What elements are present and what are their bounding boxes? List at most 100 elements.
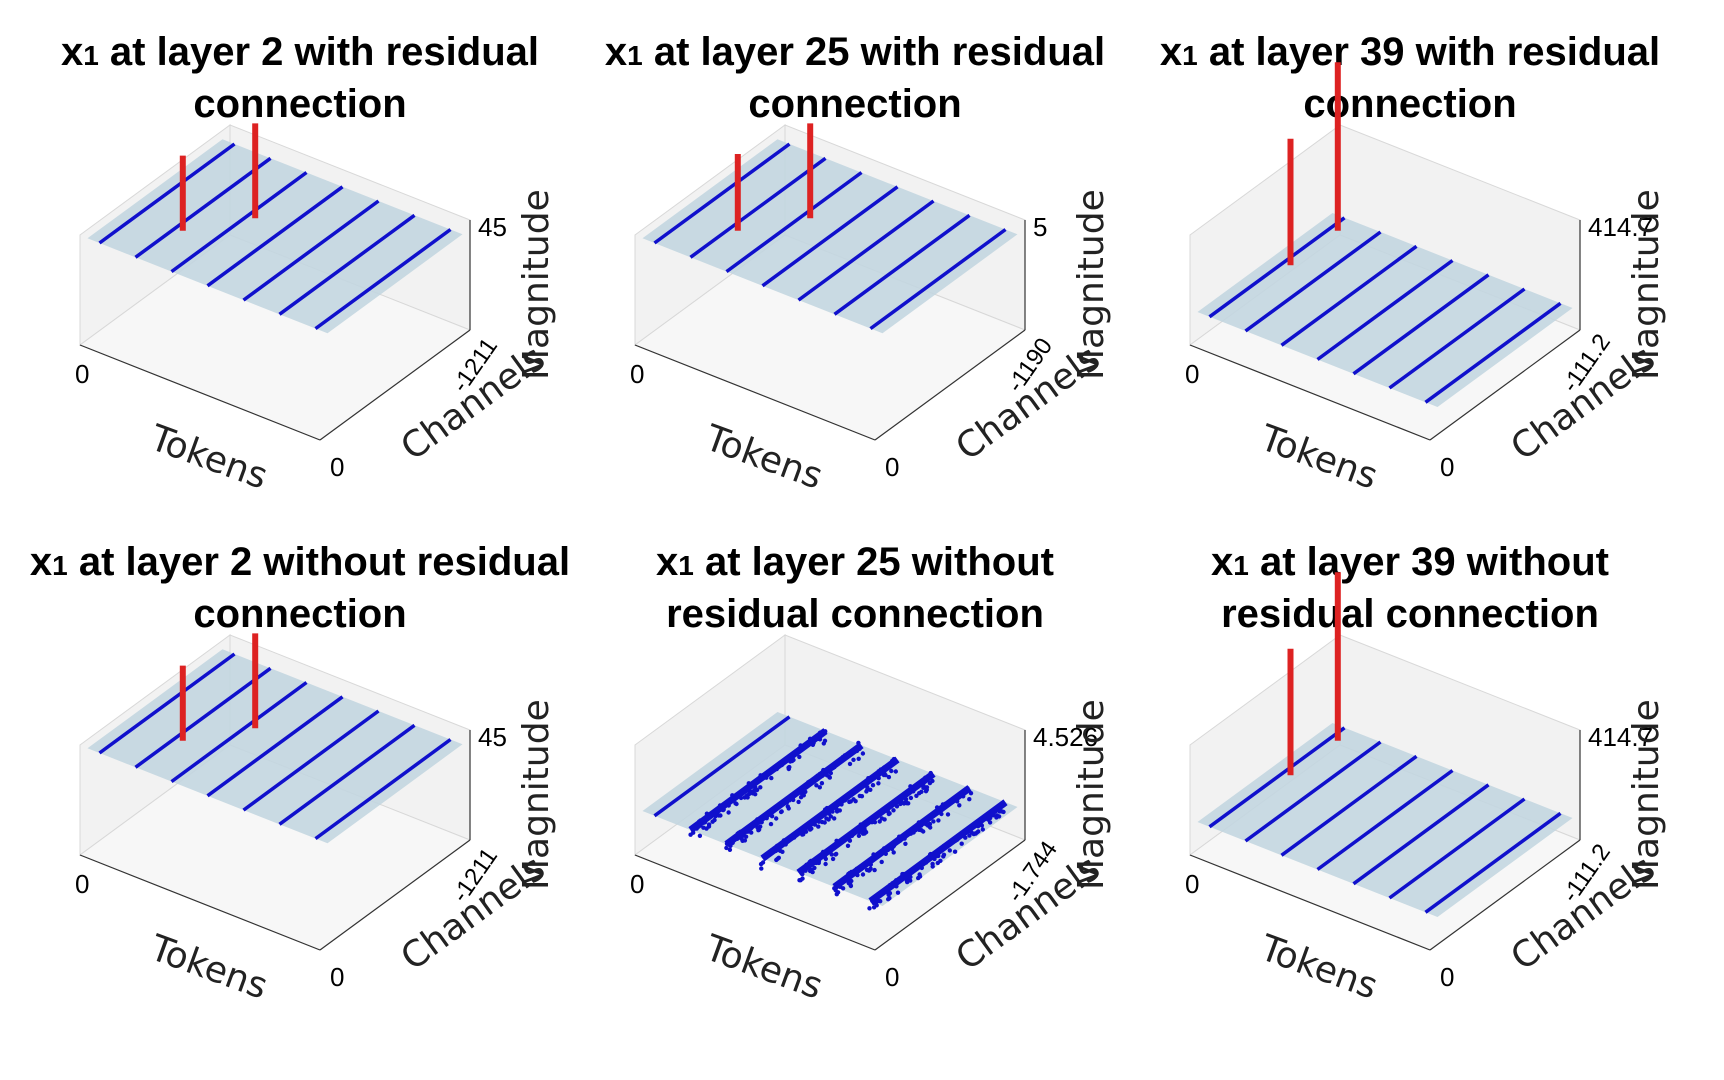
token-line-4: [1316, 769, 1454, 871]
x-axis-label: Tokens: [144, 927, 273, 1007]
chart-panel-1: x1 at layer 2 with residual connection 0 0…: [20, 10, 580, 530]
token-line-4: [206, 695, 344, 798]
title-prefix: x: [60, 30, 84, 74]
z-axis-label: Magnitude: [1071, 699, 1112, 890]
token-line-2: [1244, 740, 1382, 843]
y-tick-label: 0: [1440, 452, 1454, 482]
channel-axis: [319, 839, 471, 951]
title-subscript: 1: [52, 550, 68, 581]
z-tick-label-max: 5: [1033, 212, 1047, 242]
z-tick-label-max: 4.526: [1033, 722, 1098, 752]
channel-axis: [319, 329, 471, 441]
token-line-7: [869, 228, 1007, 331]
chart-title: x1 at layer 25 without residual connecti…: [575, 538, 1135, 638]
token-line-2: [134, 156, 272, 259]
token-line-1: [1208, 216, 1346, 319]
chart-title: x1 at layer 39 without residual connecti…: [1130, 538, 1690, 638]
token-line-3: [170, 681, 308, 784]
token-line-7: [314, 228, 452, 331]
token-line-1: [653, 715, 791, 818]
title-text: at layer 25 with residual connection: [642, 30, 1106, 126]
z-tick-label-max: 45: [478, 722, 507, 752]
token-line-6: [833, 213, 971, 316]
x-axis-label: Tokens: [144, 417, 273, 497]
token-line-1: [98, 142, 236, 245]
token-line-7: [1424, 811, 1562, 914]
token-line-4: [206, 185, 344, 288]
title-prefix: x: [1211, 540, 1234, 584]
token-line-2: [689, 156, 827, 259]
token-line-5: [1352, 783, 1490, 886]
channel-axis: [1429, 329, 1581, 441]
token-axis: [79, 344, 321, 441]
token-line-7: [1424, 301, 1562, 404]
y-tick-label: 0: [330, 452, 344, 482]
title-text: at layer 2 with residual connection: [98, 30, 539, 126]
title-prefix: x: [1159, 30, 1183, 74]
z-tick-label-max: 414.7: [1588, 212, 1653, 242]
token-axis: [1189, 854, 1431, 951]
token-line-5: [242, 199, 380, 302]
token-line-7: [314, 738, 452, 841]
token-line-6: [1388, 797, 1526, 900]
token-line-3: [724, 740, 866, 852]
title-prefix: x: [604, 30, 628, 74]
z-axis-label: Magnitude: [1071, 189, 1112, 380]
token-line-5: [242, 709, 380, 812]
token-axis: [1189, 344, 1431, 441]
x-axis-label: Tokens: [1254, 417, 1383, 497]
token-line-4: [761, 185, 899, 288]
title-subscript: 1: [678, 550, 694, 581]
y-tick-label: 0: [885, 452, 899, 482]
x-tick-label: 0: [1185, 869, 1199, 899]
token-line-4: [758, 756, 900, 871]
chart-panel-6: x1 at layer 39 without residual connecti…: [1130, 520, 1690, 1040]
token-line-2: [1244, 230, 1382, 333]
token-line-6: [278, 213, 416, 316]
y-tick-label: 0: [330, 962, 344, 992]
token-line-1: [98, 652, 236, 755]
token-line-2: [134, 666, 272, 769]
chart-title: x1 at layer 2 without residual connectio…: [20, 538, 580, 638]
title-prefix: x: [656, 540, 679, 584]
x-tick-label: 0: [1185, 359, 1199, 389]
token-line-6: [278, 723, 416, 826]
z-axis-label: Magnitude: [1626, 699, 1667, 890]
title-subscript: 1: [1233, 550, 1249, 581]
y-tick-label: 0: [885, 962, 899, 992]
x-tick-label: 0: [75, 869, 89, 899]
chart-title: x1 at layer 25 with residual connection: [575, 28, 1135, 128]
token-line-4: [1316, 259, 1454, 361]
chart-title: x1 at layer 39 with residual connection: [1130, 28, 1690, 128]
token-axis: [634, 344, 876, 441]
chart-panel-5: x1 at layer 25 without residual connecti…: [575, 520, 1135, 1040]
token-line-3: [725, 171, 863, 274]
title-subscript: 1: [83, 40, 99, 71]
token-line-3: [1280, 754, 1418, 857]
token-line-6: [832, 785, 974, 897]
title-text: at layer 39 without residual connection: [1221, 540, 1609, 636]
x-tick-label: 0: [630, 359, 644, 389]
z-tick-label-max: 414.7: [1588, 722, 1653, 752]
z-axis-label: Magnitude: [516, 699, 557, 890]
chart-panel-3: x1 at layer 39 with residual connection 0…: [1130, 10, 1690, 530]
chart-panel-2: x1 at layer 25 with residual connection 0…: [575, 10, 1135, 530]
token-line-3: [1280, 244, 1418, 347]
title-subscript: 1: [1182, 40, 1198, 71]
token-axis: [634, 854, 876, 951]
token-axis: [79, 854, 321, 951]
title-text: at layer 25 without residual connection: [666, 540, 1054, 636]
x-axis-label: Tokens: [699, 927, 828, 1007]
token-line-7: [867, 799, 1008, 911]
title-text: at layer 2 without residual connection: [67, 540, 571, 636]
z-axis-label: Magnitude: [1626, 189, 1667, 380]
title-subscript: 1: [627, 40, 643, 71]
token-line-3: [170, 171, 308, 274]
channel-axis: [1429, 839, 1581, 951]
token-line-5: [797, 199, 935, 302]
